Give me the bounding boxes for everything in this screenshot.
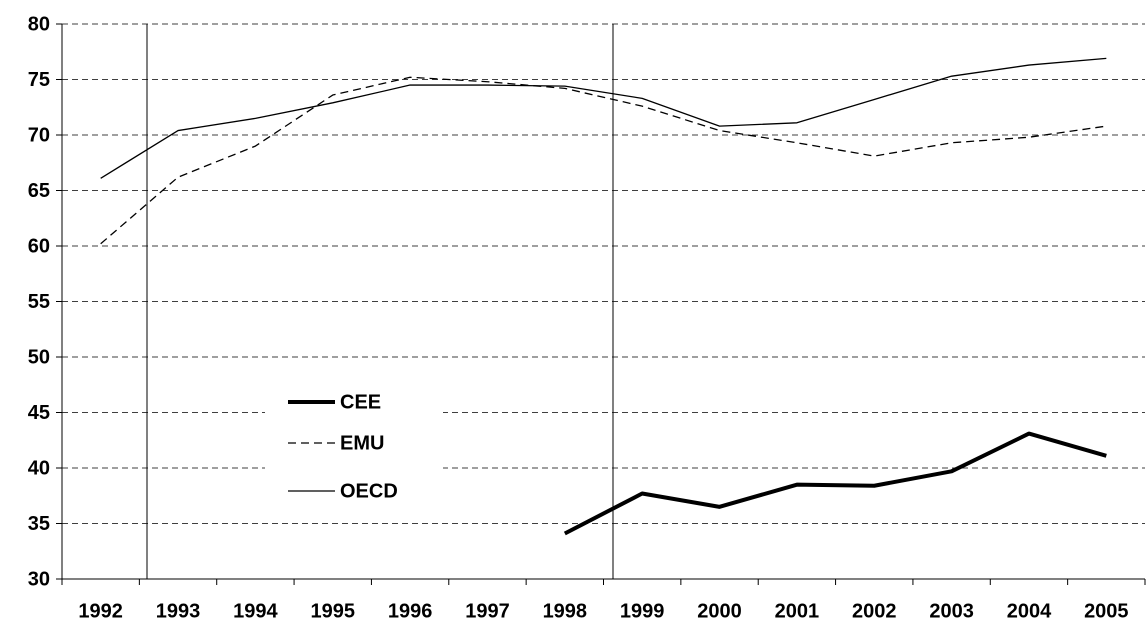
y-tick-label: 55 <box>28 291 50 313</box>
x-tick-label: 2001 <box>775 600 820 622</box>
x-tick-label: 1999 <box>620 600 665 622</box>
y-tick-label: 40 <box>28 457 50 479</box>
x-tick-label: 2004 <box>1007 600 1052 622</box>
plot <box>100 57 1107 536</box>
x-tick-label: 1997 <box>465 600 510 622</box>
x-tick-label: 1996 <box>388 600 433 622</box>
grid <box>62 23 1145 524</box>
series-line <box>100 57 1107 179</box>
x-tick-label: 1994 <box>233 600 278 622</box>
x-tick-label: 2003 <box>929 600 974 622</box>
x-tick-label: 2005 <box>1084 600 1129 622</box>
x-tick-label: 1998 <box>543 600 588 622</box>
x-tick-label: 2002 <box>852 600 897 622</box>
y-tick-label: 65 <box>28 180 50 202</box>
legend-label: OECD <box>340 480 398 502</box>
series-line <box>100 76 1107 245</box>
legend-label: EMU <box>340 432 384 454</box>
y-tick-label: 45 <box>28 402 50 424</box>
x-tick-label: 2000 <box>697 600 742 622</box>
legend-label: CEE <box>340 391 381 413</box>
x-tick-label: 1992 <box>78 600 123 622</box>
y-tick-label: 80 <box>28 13 50 35</box>
x-tick-label: 1993 <box>156 600 201 622</box>
y-tick-label: 60 <box>28 235 50 257</box>
y-tick-label: 50 <box>28 346 50 368</box>
y-tick-label: 35 <box>28 513 50 535</box>
y-tick-label: 30 <box>28 568 50 590</box>
x-tick-label: 1995 <box>311 600 356 622</box>
y-tick-label: 70 <box>28 124 50 146</box>
y-tick-label: 75 <box>28 69 50 91</box>
series-line <box>563 431 1107 536</box>
